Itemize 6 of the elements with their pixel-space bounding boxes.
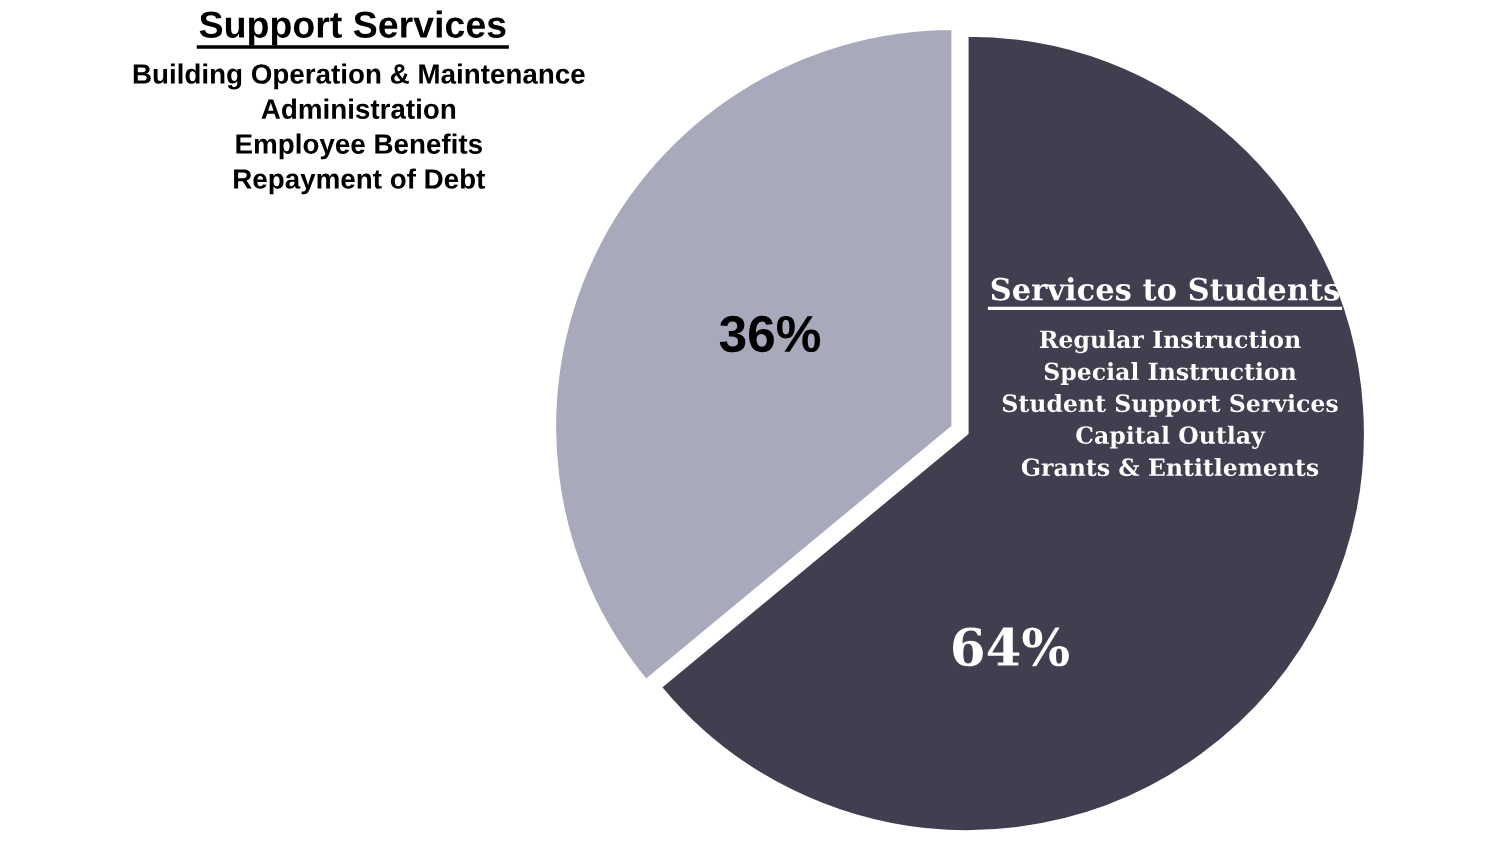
text: Regular Instruction Special Instruction Student Support Services Capital Outlay Grants & Entitlements [1002,329,1338,477]
data-label: 36% [719,315,821,353]
slice-label: Support Services [199,10,506,46]
data-label: 64% [953,627,1069,667]
slice-label: Services to Students [991,277,1340,301]
text: Building Operation & Maintenance Administration Employee Benefits Repayment of Debt [133,63,585,195]
